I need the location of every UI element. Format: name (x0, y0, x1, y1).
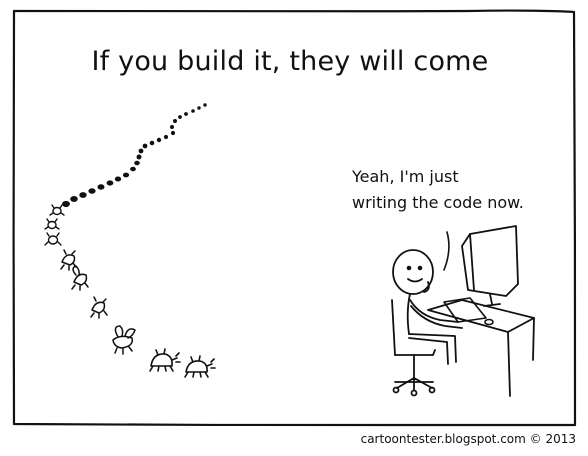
computer-monitor (461, 225, 519, 307)
bug-medium-group (60, 249, 108, 319)
mouse (484, 318, 494, 326)
bug-trail-dots (62, 103, 207, 208)
speech-bubble-text: Yeah, I'm just writing the code now. (352, 164, 524, 216)
speech-line-2: writing the code now. (352, 193, 524, 212)
comic-title: If you build it, they will come (91, 46, 489, 77)
bug-small-group (44, 204, 65, 246)
speech-bubble-tail (443, 231, 450, 271)
credit-text: cartoontester.blogspot.com © 2013 (360, 432, 576, 446)
bug-fly (112, 325, 136, 355)
speech-line-1: Yeah, I'm just (352, 167, 459, 186)
office-chair (391, 299, 436, 397)
desk (427, 299, 535, 397)
stick-figure (392, 249, 463, 365)
bug-beetles (149, 348, 216, 378)
panel-border (12, 9, 577, 427)
